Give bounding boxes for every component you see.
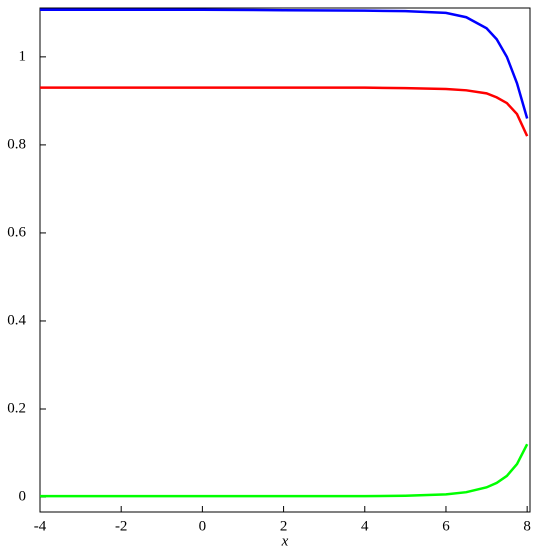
series-line bbox=[40, 8, 529, 119]
x-tick-label: 6 bbox=[442, 518, 450, 534]
series-line bbox=[40, 443, 529, 498]
y-tick-label: 0.8 bbox=[7, 136, 26, 152]
x-tick-label: -4 bbox=[34, 518, 47, 534]
series-line bbox=[40, 86, 529, 137]
x-tick-label: 8 bbox=[523, 518, 531, 534]
y-tick-label: 0 bbox=[19, 488, 27, 504]
y-tick-label: 0.6 bbox=[7, 224, 26, 240]
x-tick-label: 0 bbox=[199, 518, 207, 534]
y-tick-label: 0.2 bbox=[7, 400, 26, 416]
x-tick-label: 2 bbox=[280, 518, 288, 534]
y-tick-label: 1 bbox=[19, 48, 27, 64]
x-axis-label: x bbox=[281, 533, 289, 549]
x-tick-label: -2 bbox=[115, 518, 128, 534]
plot-frame bbox=[39, 7, 531, 513]
y-tick-label: 0.4 bbox=[7, 312, 26, 328]
x-tick-label: 4 bbox=[361, 518, 369, 534]
